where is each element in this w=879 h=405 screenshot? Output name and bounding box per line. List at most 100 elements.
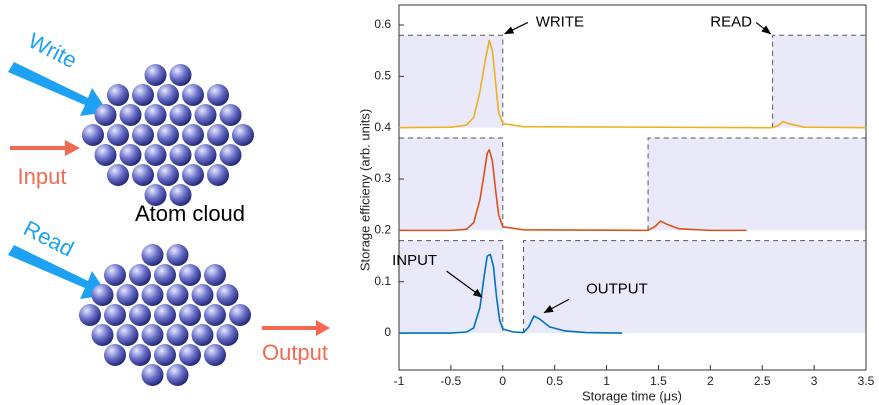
atom xyxy=(144,64,167,86)
atom xyxy=(229,304,251,326)
atom xyxy=(91,284,114,306)
atom xyxy=(207,124,229,146)
write-arrow xyxy=(8,62,108,116)
control-region xyxy=(399,137,503,231)
control-region xyxy=(399,240,503,334)
y-tick-label: 0.3 xyxy=(374,171,391,185)
annotation-arrow xyxy=(446,270,483,298)
atom xyxy=(107,164,129,186)
atom xyxy=(191,324,214,346)
atom xyxy=(169,184,192,206)
diagram: Write Input Atom cloud Read Output xyxy=(8,28,330,386)
atom xyxy=(179,264,201,286)
atom xyxy=(179,344,201,366)
control-region xyxy=(772,35,866,128)
atom xyxy=(104,264,126,286)
atom xyxy=(157,84,179,106)
atom xyxy=(169,144,192,166)
atom xyxy=(207,84,229,106)
atom xyxy=(207,164,229,186)
x-tick-label: 3.5 xyxy=(858,374,875,388)
atom xyxy=(129,344,151,366)
atom xyxy=(141,324,164,346)
atom xyxy=(144,104,167,126)
output-arrow xyxy=(262,320,330,336)
atom xyxy=(154,304,176,326)
control-region xyxy=(523,240,866,334)
control-region xyxy=(648,137,866,231)
x-tick-label: -0.5 xyxy=(441,374,462,388)
atom xyxy=(166,244,189,266)
atom xyxy=(119,144,142,166)
atom xyxy=(194,104,217,126)
atom xyxy=(132,124,154,146)
atom xyxy=(129,264,151,286)
y-tick-label: 0.2 xyxy=(374,223,391,237)
x-tick-label: 2.5 xyxy=(754,374,771,388)
control-edge xyxy=(772,34,866,128)
annotation: OUTPUT xyxy=(586,280,648,297)
control-region xyxy=(399,35,503,128)
atom xyxy=(94,144,117,166)
atom xyxy=(144,184,167,206)
input-label: Input xyxy=(18,164,67,189)
atom xyxy=(132,164,154,186)
atom-clouds xyxy=(79,64,254,386)
atom xyxy=(219,104,242,126)
x-tick-label: 1.5 xyxy=(650,374,667,388)
y-tick-label: 0.5 xyxy=(374,69,391,83)
annotation-arrow xyxy=(503,21,529,35)
atom xyxy=(116,284,139,306)
atom xyxy=(91,324,114,346)
atom xyxy=(104,304,126,326)
annotation-arrow xyxy=(543,298,570,314)
atom xyxy=(107,124,129,146)
atom xyxy=(157,164,179,186)
x-tick-label: 3 xyxy=(811,374,818,388)
annotation: INPUT xyxy=(392,252,437,269)
write-label: Write xyxy=(24,28,81,73)
atom xyxy=(204,264,226,286)
atom xyxy=(82,124,104,146)
output-label: Output xyxy=(262,340,328,365)
x-tick-label: 1 xyxy=(603,374,610,388)
atom xyxy=(104,344,126,366)
y-axis-label: Storage efficieny (arb. units) xyxy=(357,109,372,271)
atom xyxy=(116,324,139,346)
y-tick-label: 0.1 xyxy=(374,274,391,288)
control-edge xyxy=(399,240,504,334)
read-arrow xyxy=(8,245,108,299)
trace xyxy=(398,39,867,129)
atom xyxy=(179,304,201,326)
annotation-arrow xyxy=(755,21,772,35)
atom xyxy=(154,344,176,366)
atom xyxy=(191,284,214,306)
atom xyxy=(107,84,129,106)
atom xyxy=(144,144,167,166)
atom xyxy=(216,284,239,306)
atom xyxy=(166,324,189,346)
x-axis-label: Storage time (μs) xyxy=(582,388,682,403)
atom xyxy=(166,284,189,306)
atom xyxy=(182,124,204,146)
atom xyxy=(129,304,151,326)
atom xyxy=(141,284,164,306)
atom xyxy=(204,344,226,366)
chart: Storage time (μs) Storage efficieny (arb… xyxy=(357,4,875,403)
annotation: WRITE xyxy=(536,13,584,30)
x-tick-label: 2 xyxy=(707,374,714,388)
x-tick-label: 0.5 xyxy=(546,374,563,388)
atom xyxy=(182,84,204,106)
control-edge xyxy=(647,137,866,231)
atom xyxy=(219,144,242,166)
y-tick-label: 0 xyxy=(384,325,391,339)
control-edge xyxy=(399,34,504,128)
input-arrow xyxy=(10,140,80,156)
atom xyxy=(79,304,101,326)
atom xyxy=(166,364,189,386)
atom xyxy=(204,304,226,326)
atom xyxy=(169,104,192,126)
trace xyxy=(399,253,623,334)
control-edge xyxy=(523,240,866,334)
